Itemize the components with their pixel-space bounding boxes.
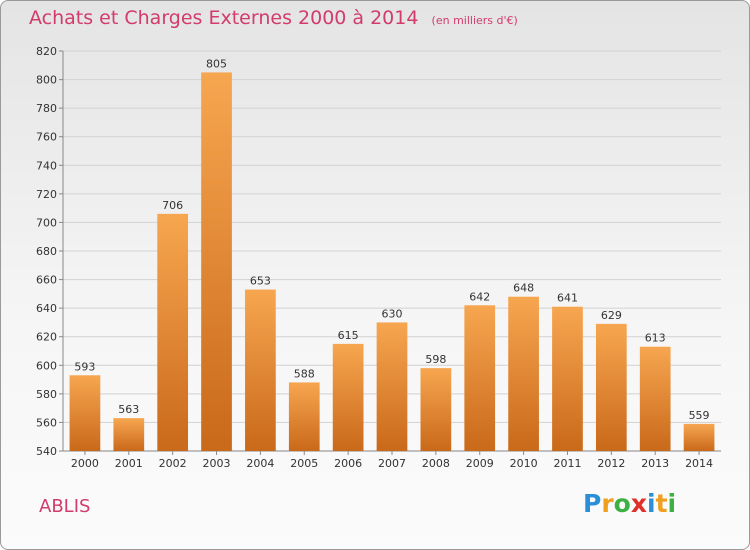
- logo-letter: r: [601, 489, 614, 518]
- value-label-2006: 615: [338, 329, 359, 342]
- proxiti-logo[interactable]: Proxiti: [583, 489, 676, 518]
- y-tick-label: 700: [36, 216, 57, 229]
- value-label-2007: 630: [382, 307, 403, 320]
- logo-letter: x: [630, 489, 647, 518]
- x-tick-label-2002: 2002: [159, 457, 187, 470]
- y-tick-label: 620: [36, 331, 57, 344]
- chart-subtitle: (en milliers d'€): [431, 14, 518, 27]
- bar-2002: [157, 213, 189, 451]
- value-label-2010: 648: [513, 282, 534, 295]
- x-tick-label-2005: 2005: [290, 457, 318, 470]
- x-tick-label-2001: 2001: [115, 457, 143, 470]
- x-tick-labels: 2000 2001 2002 2003 2004 2005 2006 2007 2008 2009…: [71, 457, 713, 470]
- value-label-2011: 641: [557, 292, 578, 305]
- bar-2005: [288, 382, 320, 451]
- y-tick-label: 600: [36, 359, 57, 372]
- value-label-2012: 629: [601, 309, 622, 322]
- x-tick-label-2004: 2004: [246, 457, 274, 470]
- y-tick-label: 560: [36, 416, 57, 429]
- bar-2008: [420, 368, 452, 451]
- value-label-2013: 613: [645, 332, 666, 345]
- y-tick-label: 540: [36, 445, 57, 458]
- value-label-2003: 805: [206, 57, 227, 70]
- chart-header: Achats et Charges Externes 2000 à 2014 (…: [29, 7, 518, 29]
- bar-2006: [332, 343, 364, 451]
- y-tick-label: 820: [36, 45, 57, 58]
- x-tick-label-2012: 2012: [597, 457, 625, 470]
- x-tick-label-2013: 2013: [641, 457, 669, 470]
- logo-letter: i: [667, 489, 677, 518]
- x-tick-label-2014: 2014: [685, 457, 713, 470]
- value-labels: 593 563 706 805 653 588 615 630 598 642 648 641 629 6…: [74, 57, 709, 421]
- logo-letter: o: [613, 489, 631, 518]
- y-tick-label: 780: [36, 102, 57, 115]
- x-tick-label-2007: 2007: [378, 457, 406, 470]
- x-tick-label-2003: 2003: [203, 457, 231, 470]
- y-tick-label: 760: [36, 131, 57, 144]
- y-tick-label: 740: [36, 159, 57, 172]
- y-tick-label: 660: [36, 274, 57, 287]
- commune-name: ABLIS: [39, 496, 91, 517]
- bar-2003: [201, 72, 232, 451]
- bar-2000: [69, 375, 101, 451]
- logo-letter: i: [647, 489, 656, 518]
- bar-2012: [595, 323, 627, 451]
- y-tick-label: 640: [36, 302, 57, 315]
- bars: [69, 72, 715, 451]
- value-label-2008: 598: [425, 353, 446, 366]
- y-tick-label: 580: [36, 388, 57, 401]
- x-tick-label-2010: 2010: [510, 457, 538, 470]
- bar-2004: [245, 289, 276, 451]
- value-label-2009: 642: [469, 290, 490, 303]
- bar-2014: [683, 423, 715, 451]
- value-label-2005: 588: [294, 367, 315, 380]
- y-tick-label: 800: [36, 74, 57, 87]
- bar-2013: [639, 346, 671, 451]
- bar-2010: [508, 296, 539, 451]
- chart-title: Achats et Charges Externes 2000 à 2014: [29, 7, 419, 29]
- logo-letter: t: [655, 489, 668, 518]
- bar-2009: [464, 305, 496, 451]
- x-tick-label-2009: 2009: [466, 457, 494, 470]
- y-tick-label: 720: [36, 188, 57, 201]
- value-label-2002: 706: [162, 199, 183, 212]
- y-tick-label: 680: [36, 245, 57, 258]
- y-tick-labels: 540 560 580 600 620 640 660 680 700 720 740 760 780 8…: [36, 45, 57, 458]
- x-tick-label-2006: 2006: [334, 457, 362, 470]
- value-label-2001: 563: [118, 403, 139, 416]
- logo-letter: P: [583, 489, 602, 518]
- bar-2007: [376, 322, 408, 451]
- value-label-2000: 593: [74, 360, 95, 373]
- x-tick-label-2000: 2000: [71, 457, 99, 470]
- x-tick-label-2008: 2008: [422, 457, 450, 470]
- value-label-2004: 653: [250, 275, 271, 288]
- value-label-2014: 559: [689, 409, 710, 422]
- bar-2011: [552, 306, 583, 451]
- x-tick-label-2011: 2011: [553, 457, 581, 470]
- bar-2001: [113, 418, 145, 451]
